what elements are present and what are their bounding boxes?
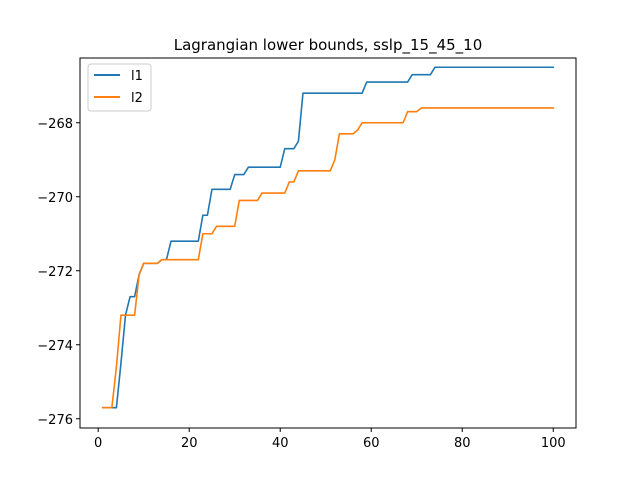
x-tick-label: 0 [94, 436, 102, 451]
series-line-l1 [101, 66, 555, 409]
x-tick-label: 20 [181, 436, 198, 451]
plot-area [101, 66, 555, 409]
legend-label-l1: l1 [131, 69, 143, 84]
x-tick-label: 80 [454, 436, 471, 451]
x-tick-label: 100 [541, 436, 566, 451]
y-axis: −276 −274 −272 −270 −268 [37, 117, 80, 428]
x-tick-label: 60 [363, 436, 380, 451]
y-tick-label: −274 [37, 339, 73, 354]
y-tick-label: −276 [37, 413, 73, 428]
x-axis: 0 20 40 60 80 100 [94, 428, 566, 451]
chart-title: Lagrangian lower bounds, sslp_15_45_10 [174, 36, 483, 55]
y-tick-label: −270 [37, 191, 73, 206]
y-tick-label: −272 [37, 265, 73, 280]
legend-label-l2: l2 [131, 91, 143, 106]
series-line-l2 [101, 107, 555, 409]
axes-frame [79, 57, 577, 429]
y-tick-label: −268 [37, 117, 73, 132]
legend: l1 l2 [87, 63, 152, 112]
x-tick-label: 40 [272, 436, 289, 451]
